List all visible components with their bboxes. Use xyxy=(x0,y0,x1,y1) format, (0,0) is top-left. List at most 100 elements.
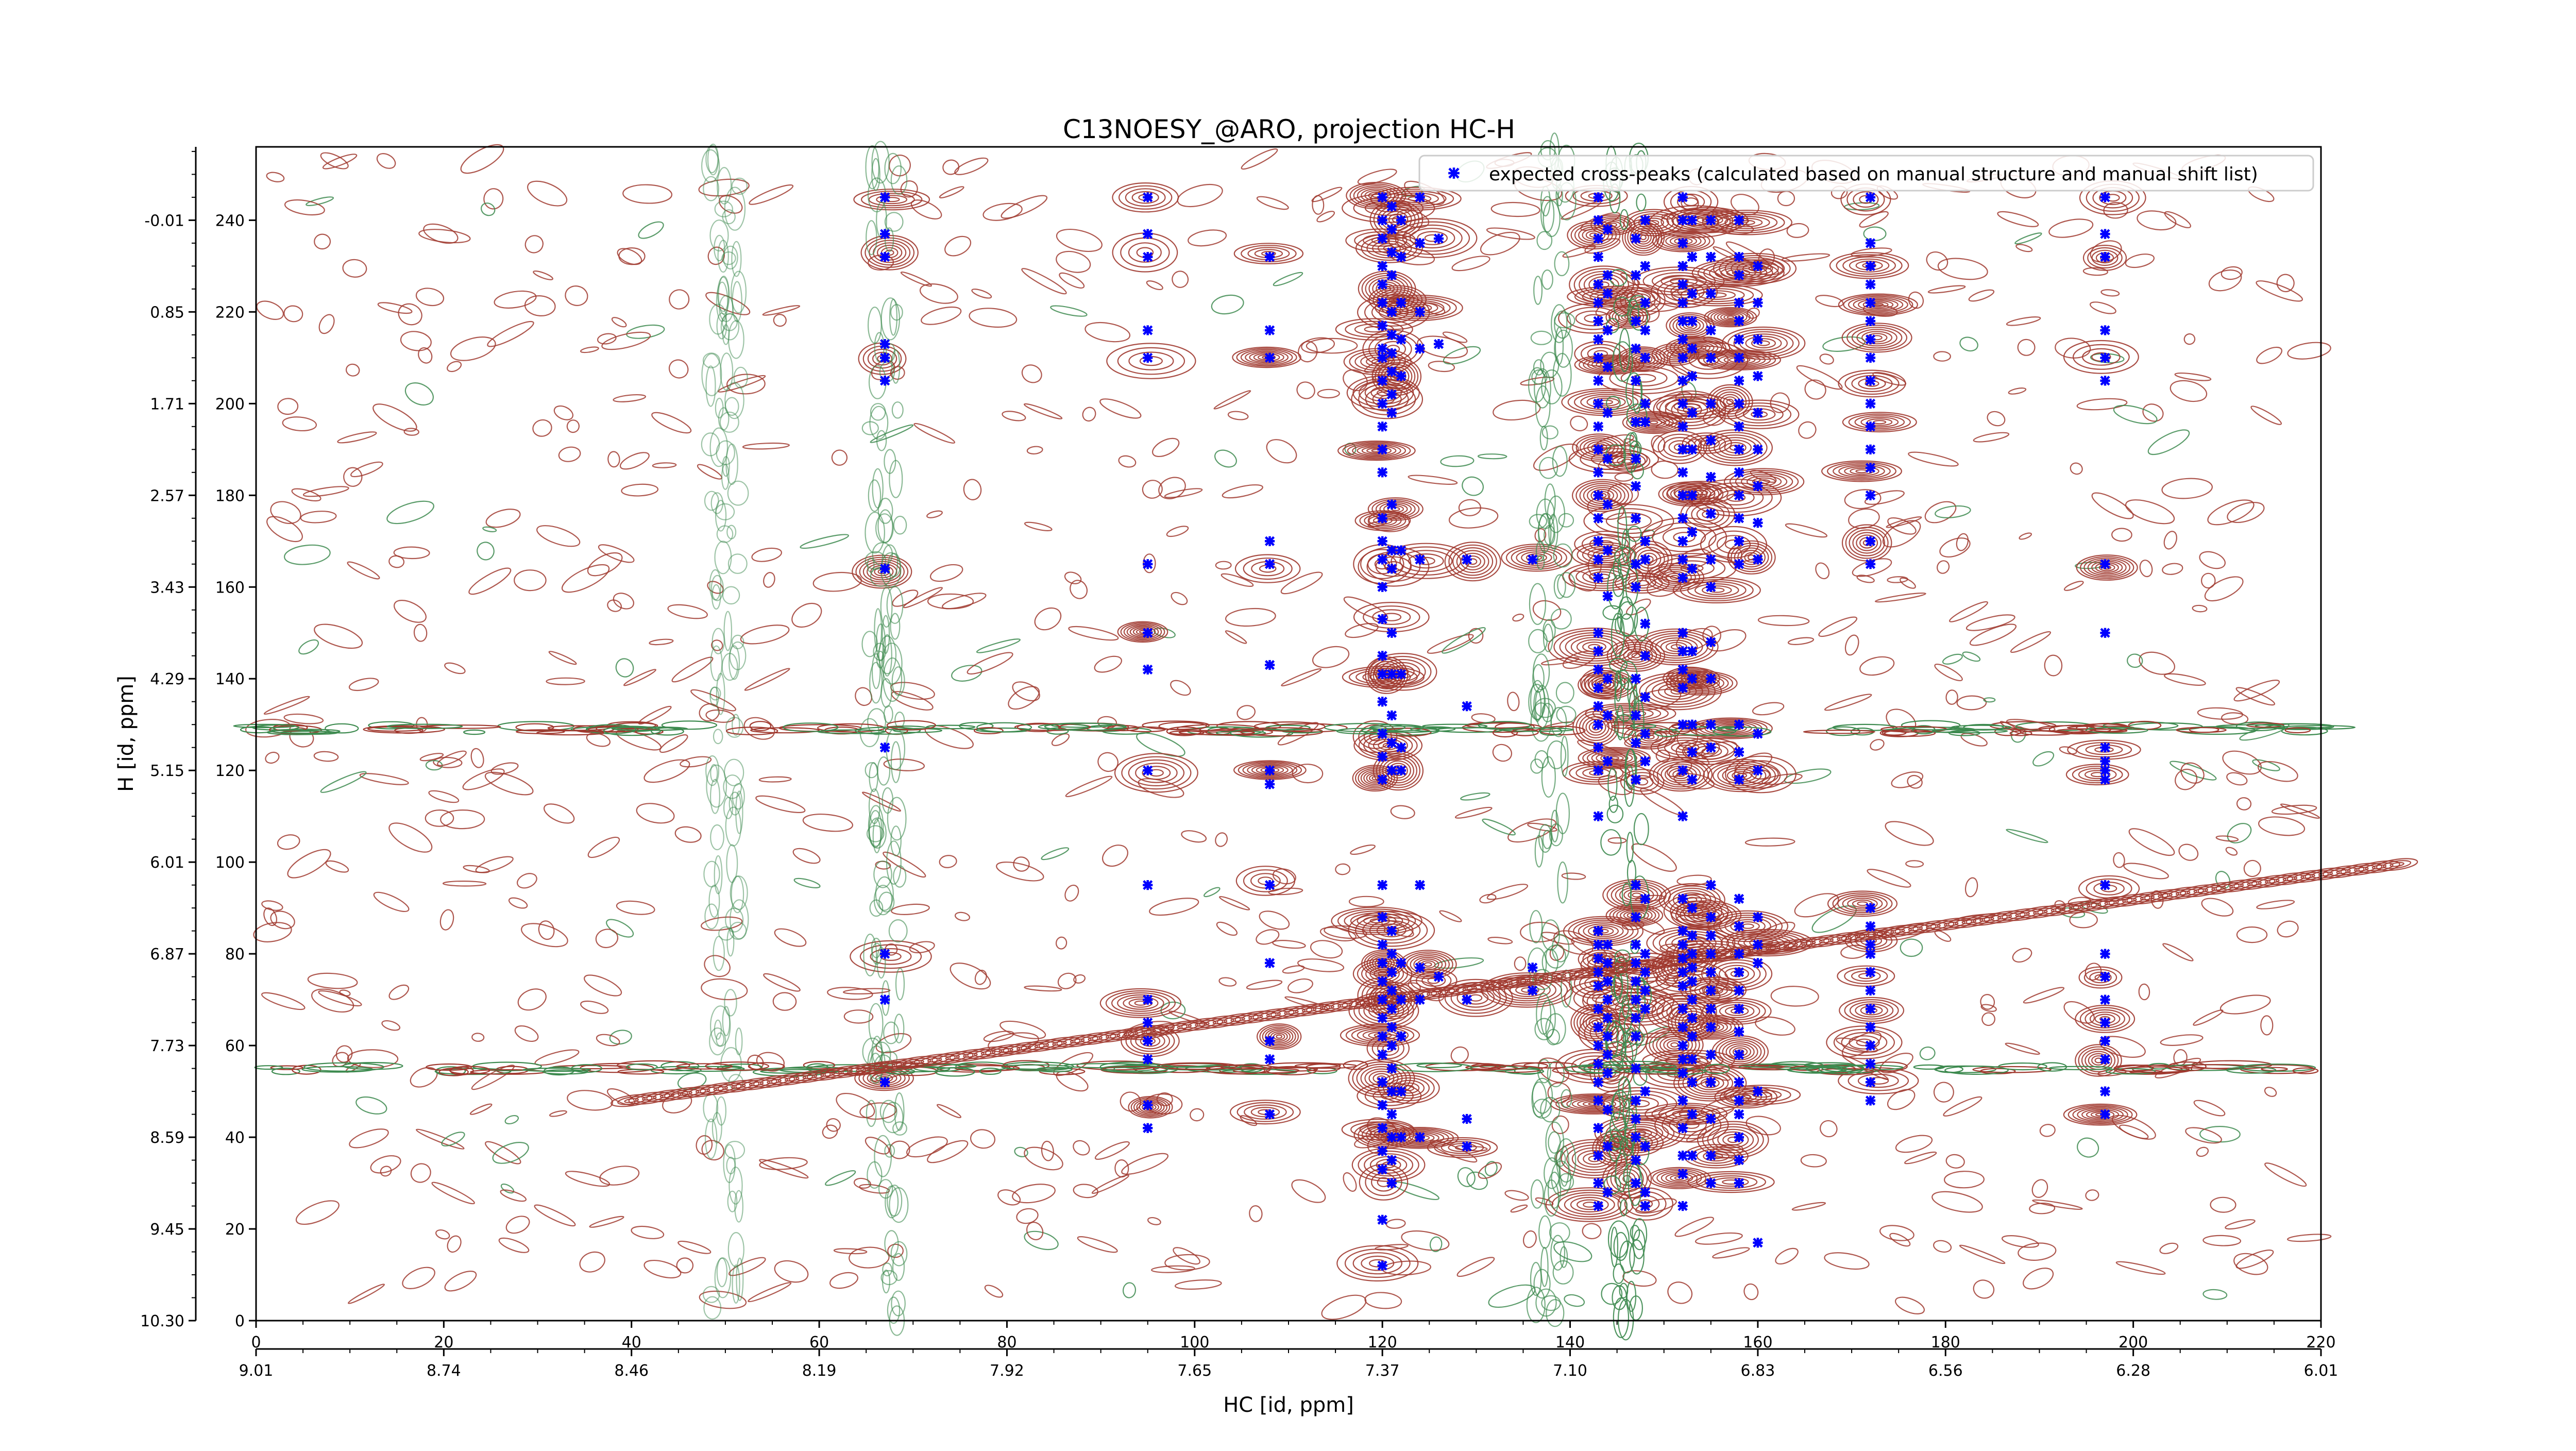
peak-marker xyxy=(1378,958,1387,968)
peak-marker xyxy=(1594,279,1603,289)
peak-marker xyxy=(1687,949,1697,959)
peak-marker xyxy=(1706,215,1716,225)
peak-marker xyxy=(1866,445,1875,454)
peak-marker xyxy=(1143,252,1153,262)
peak-marker xyxy=(1603,591,1613,601)
peak-marker xyxy=(1143,880,1153,890)
peak-marker xyxy=(1678,1169,1688,1179)
peak-marker xyxy=(1378,353,1387,363)
peak-marker xyxy=(1640,949,1650,959)
peak-marker xyxy=(1396,766,1406,775)
peak-marker xyxy=(1462,554,1472,564)
peak-marker xyxy=(1678,683,1688,693)
peak-marker xyxy=(1594,940,1603,950)
peak-marker xyxy=(1415,307,1425,317)
y-ppm-tick-label: 6.01 xyxy=(150,854,184,872)
peak-marker xyxy=(880,252,890,262)
peak-marker xyxy=(1640,215,1650,225)
peak-marker xyxy=(1387,628,1397,638)
peak-marker xyxy=(1734,559,1744,569)
peak-marker xyxy=(1866,238,1875,248)
peak-marker xyxy=(1678,261,1688,271)
peak-marker xyxy=(1706,1178,1716,1188)
peak-marker xyxy=(2100,628,2110,638)
peak-marker xyxy=(1678,421,1688,431)
peak-marker xyxy=(1528,554,1537,564)
peak-marker xyxy=(1378,215,1387,225)
peak-marker xyxy=(1594,683,1603,693)
peak-marker xyxy=(1143,628,1153,638)
peak-marker xyxy=(1678,238,1688,248)
peak-marker xyxy=(880,743,890,752)
peak-marker xyxy=(1678,1123,1688,1133)
peak-marker xyxy=(1866,316,1875,326)
peak-marker xyxy=(1753,554,1762,564)
peak-marker xyxy=(1753,1238,1762,1247)
peak-marker xyxy=(1396,1086,1406,1096)
y-tick-label: 60 xyxy=(225,1037,245,1055)
peak-marker xyxy=(1734,334,1744,344)
peak-marker xyxy=(1387,1155,1397,1165)
peak-marker xyxy=(2100,1086,2110,1096)
peak-marker xyxy=(1387,408,1397,418)
peak-marker xyxy=(1594,316,1603,326)
peak-marker xyxy=(1631,513,1640,523)
peak-marker xyxy=(1594,233,1603,243)
y-tick-label: 240 xyxy=(215,212,245,230)
x-ppm-tick-label: 6.01 xyxy=(2304,1362,2338,1380)
peak-marker xyxy=(1378,1013,1387,1023)
peak-marker xyxy=(1594,1022,1603,1032)
peak-marker xyxy=(1631,940,1640,950)
peak-marker xyxy=(1734,774,1744,784)
peak-marker xyxy=(1378,1123,1387,1133)
peak-marker xyxy=(1866,463,1875,473)
peak-marker xyxy=(1143,325,1153,335)
peak-marker xyxy=(1866,1077,1875,1087)
peak-marker xyxy=(1462,701,1472,711)
y-tick-label: 40 xyxy=(225,1129,245,1147)
peak-marker xyxy=(2100,376,2110,385)
peak-marker xyxy=(1378,536,1387,546)
peak-marker xyxy=(1387,986,1397,996)
peak-marker xyxy=(1265,779,1275,789)
peak-marker xyxy=(1387,1132,1397,1142)
peak-marker xyxy=(1378,976,1387,986)
peak-marker xyxy=(1678,646,1688,656)
peak-marker xyxy=(1753,298,1762,308)
peak-marker xyxy=(1734,467,1744,477)
peak-marker xyxy=(1378,774,1387,784)
peak-marker xyxy=(2100,1054,2110,1064)
peak-marker xyxy=(1706,986,1716,996)
peak-marker xyxy=(1594,421,1603,431)
peak-marker xyxy=(1678,628,1688,638)
peak-marker xyxy=(1687,903,1697,913)
peak-marker xyxy=(1687,316,1697,326)
peak-marker xyxy=(1734,1178,1744,1188)
peak-marker xyxy=(1678,766,1688,775)
peak-marker xyxy=(1687,1032,1697,1041)
y-ppm-tick-label: 9.45 xyxy=(150,1221,184,1239)
peak-marker xyxy=(1378,192,1387,202)
peak-marker xyxy=(1706,1151,1716,1160)
peak-marker xyxy=(1753,940,1762,950)
peak-marker xyxy=(1640,1201,1650,1211)
peak-marker xyxy=(1687,252,1697,262)
peak-marker xyxy=(1396,995,1406,1005)
y-axis-label: H [id, ppm] xyxy=(114,676,138,792)
peak-marker xyxy=(1387,1086,1397,1096)
chart-title: C13NOESY_@ARO, projection HC-H xyxy=(1063,114,1515,144)
peak-marker xyxy=(1678,445,1688,454)
peak-marker xyxy=(1678,536,1688,546)
peak-marker xyxy=(1706,949,1716,959)
peak-marker xyxy=(1640,756,1650,766)
peak-marker xyxy=(1603,499,1613,509)
peak-marker xyxy=(1603,756,1613,766)
peak-marker xyxy=(1687,215,1697,225)
peak-marker xyxy=(1866,298,1875,308)
y-tick-label: 160 xyxy=(215,579,245,597)
peak-marker xyxy=(1640,298,1650,308)
peak-marker xyxy=(1734,720,1744,730)
peak-marker xyxy=(1387,926,1397,936)
peak-marker xyxy=(1631,481,1640,491)
